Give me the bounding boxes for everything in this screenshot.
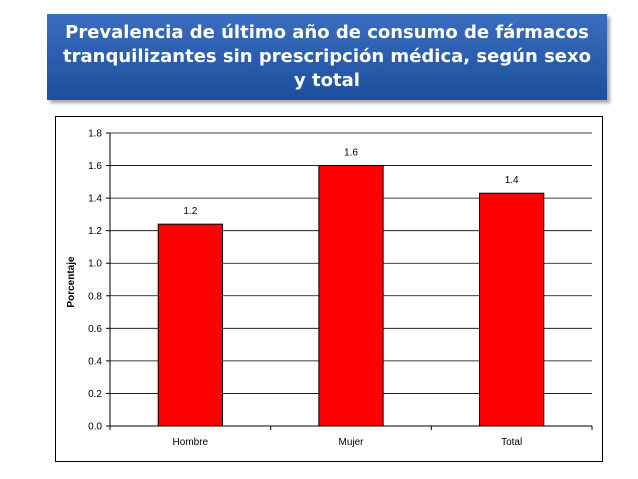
bar-total [479,192,545,427]
data-label: 1.4 [505,175,519,186]
y-tick-label: 0.0 [88,422,102,433]
data-label: 1.6 [344,148,358,159]
bars [157,165,545,427]
y-axis-title: Porcentaje [66,256,77,308]
x-tick-label: Total [501,437,522,448]
y-tick-label: 0.6 [88,324,102,335]
y-tick-label: 0.4 [88,356,102,367]
y-tick-label: 1.0 [88,259,102,270]
y-tick-label: 1.8 [88,129,102,140]
data-label: 1.2 [183,206,197,217]
chart-title: Prevalencia de último año de consumo de … [63,22,591,91]
y-tick-label: 0.8 [88,291,102,302]
x-tick-label: Hombre [173,437,209,448]
chart-title-banner: Prevalencia de último año de consumo de … [47,14,607,100]
bar-hombre [157,223,223,427]
x-tick-label: Mujer [338,437,364,448]
bar-mujer [318,165,384,427]
y-tick-label: 1.6 [88,161,102,172]
y-tick-label: 1.2 [88,226,102,237]
labels: 0.0 0.2 0.4 0.6 0.8 1.0 1.2 1.4 1.6 1.8 1.2 Hombre 1… [88,129,522,449]
y-tick-label: 0.2 [88,389,102,400]
y-tick-label: 1.4 [88,194,102,205]
